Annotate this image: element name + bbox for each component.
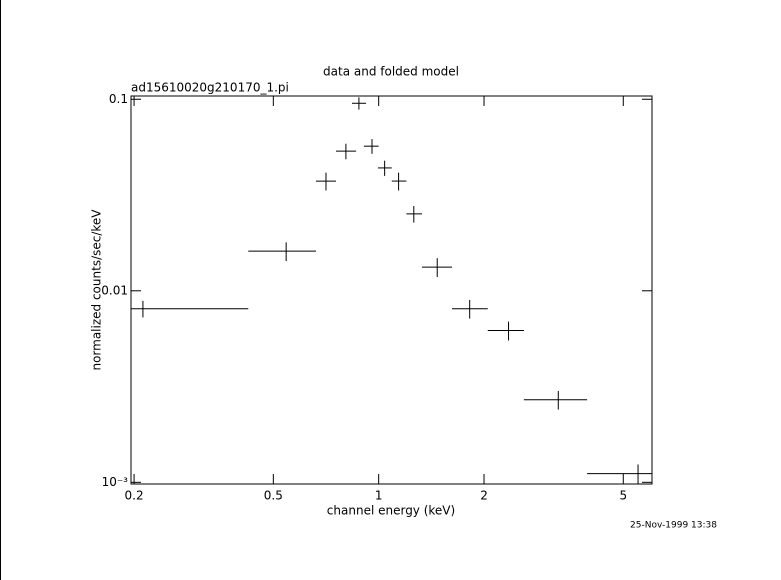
x-axis-label: channel energy (keV) xyxy=(327,504,455,518)
y-tick-label: 0.01 xyxy=(101,283,128,297)
x-tick-label: 1 xyxy=(375,489,383,503)
x-tick-label: 0.5 xyxy=(264,489,283,503)
x-tick-label: 2 xyxy=(480,489,488,503)
y-tick-label: 0.1 xyxy=(109,92,128,106)
chart-title: data and folded model xyxy=(323,65,459,79)
x-tick-label: 0.2 xyxy=(125,489,144,503)
chart-subtitle: ad15610020g210170_1.pi xyxy=(131,81,289,95)
plot-frame xyxy=(130,95,653,485)
x-tick-label: 5 xyxy=(619,489,627,503)
timestamp: 25-Nov-1999 13:38 xyxy=(630,521,717,531)
y-tick-label: 10⁻³ xyxy=(102,475,129,489)
y-axis-label: normalized counts/sec/keV xyxy=(90,209,104,371)
